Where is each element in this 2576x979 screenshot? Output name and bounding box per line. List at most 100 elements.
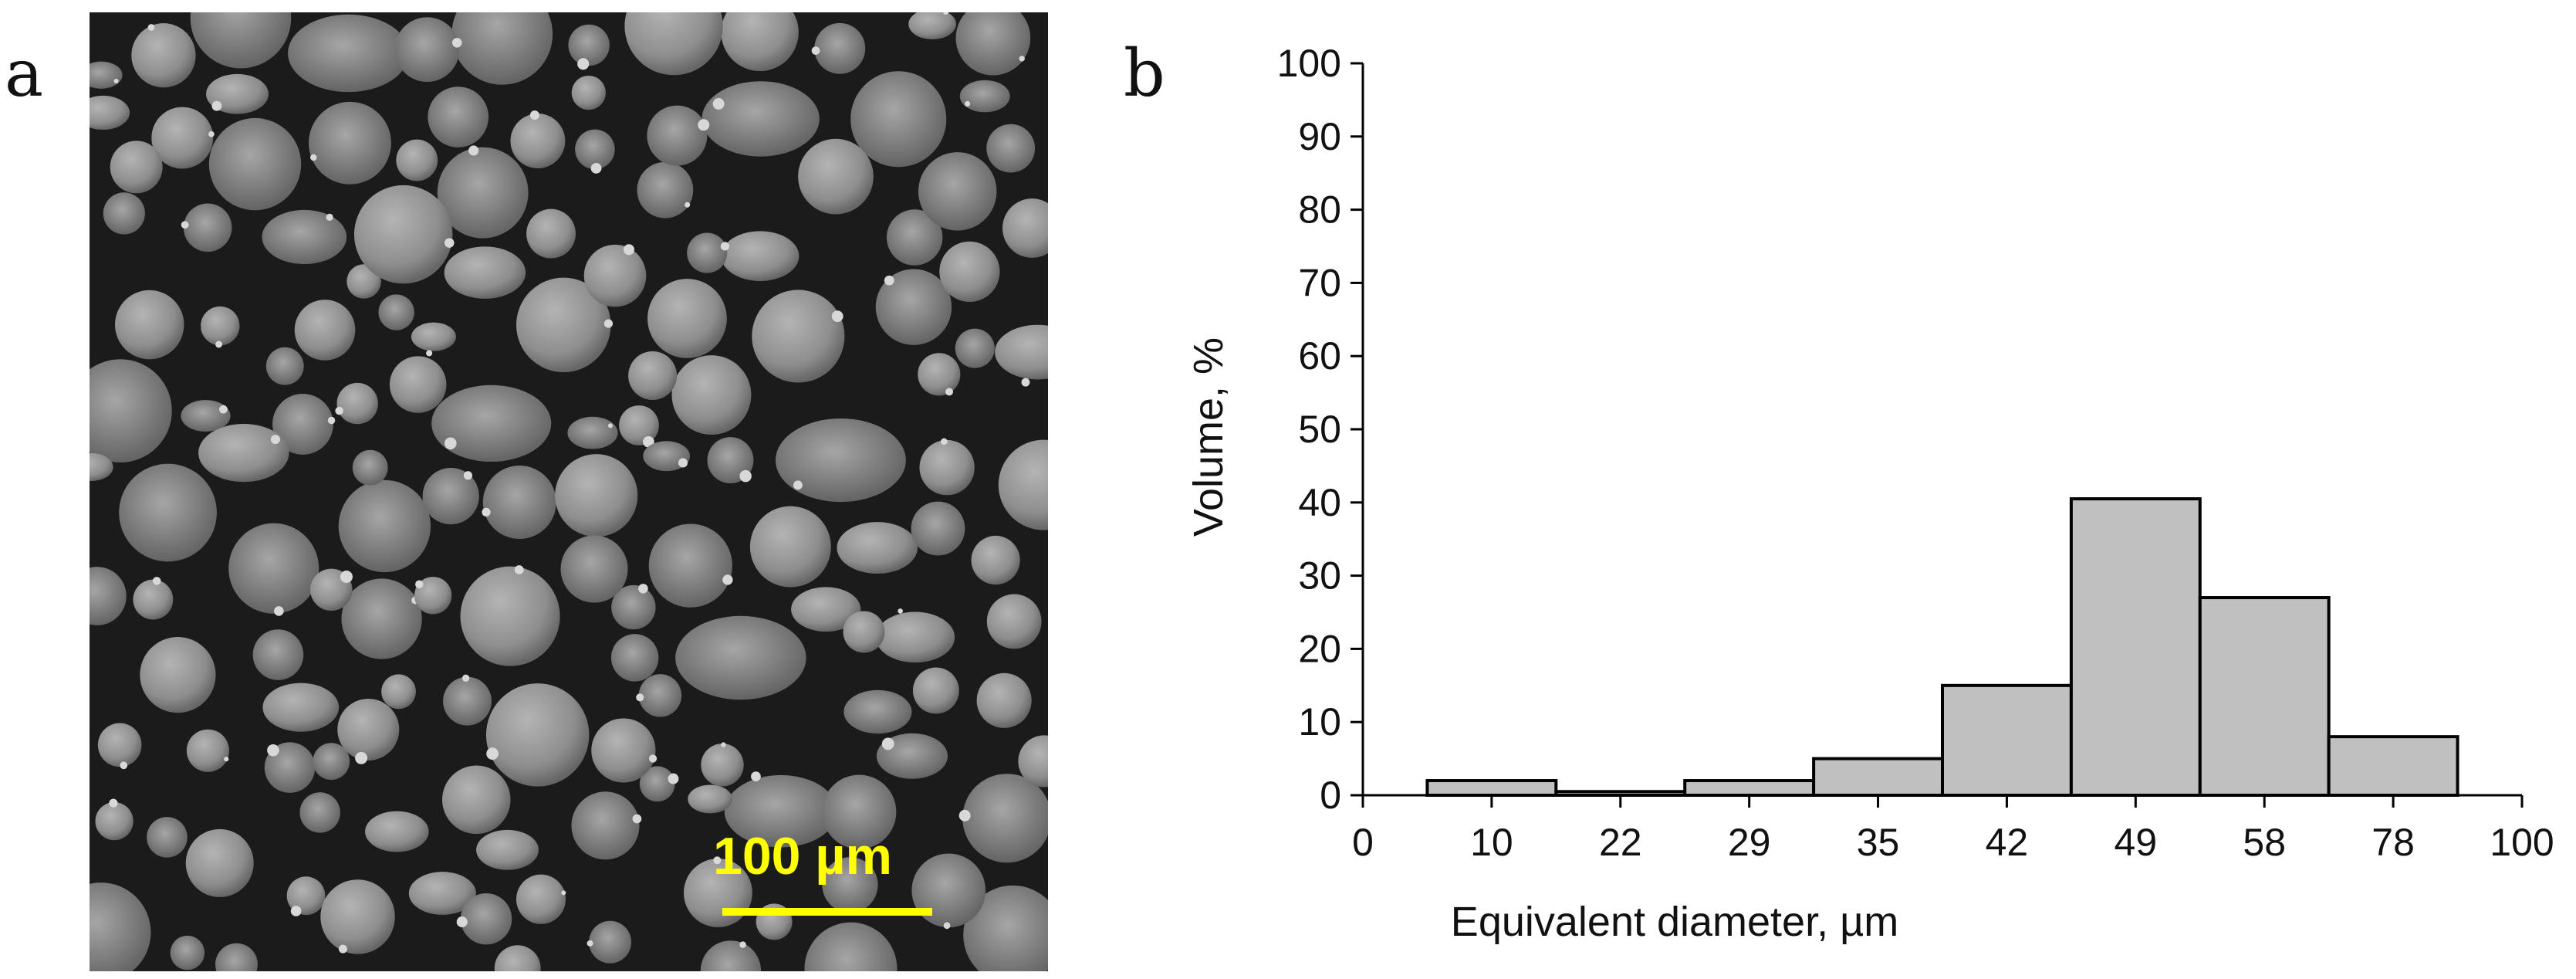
- satellite-particle: [270, 435, 280, 445]
- particle: [365, 811, 429, 852]
- particle: [389, 356, 447, 413]
- satellite-particle: [603, 319, 614, 328]
- particle: [516, 277, 611, 373]
- particle: [589, 920, 632, 964]
- particle: [610, 634, 659, 682]
- particle: [624, 12, 723, 76]
- particle: [752, 290, 845, 383]
- particle: [724, 774, 837, 848]
- satellite-particle: [668, 773, 679, 784]
- satellite-particle: [739, 941, 746, 948]
- satellite-particle: [648, 754, 658, 763]
- particle: [721, 231, 800, 281]
- satellite-particle: [415, 580, 424, 588]
- particle: [114, 290, 184, 360]
- particle: [422, 467, 479, 525]
- particle: [441, 765, 511, 835]
- satellite-particle: [267, 744, 279, 757]
- satellite-particle: [468, 145, 479, 156]
- bar-49: [2069, 497, 2202, 797]
- satellite-particle: [355, 751, 368, 764]
- y-axis-title: Volume, %: [1185, 337, 1232, 537]
- satellite-particle: [426, 350, 433, 357]
- satellite-particle: [340, 571, 353, 583]
- satellite-particle: [120, 761, 128, 770]
- satellite-particle: [224, 757, 229, 762]
- particle: [822, 857, 878, 913]
- satellite-particle: [109, 798, 118, 808]
- x-tick-label: 100: [2490, 821, 2554, 864]
- particle: [611, 584, 656, 630]
- y-tick-label: 40: [1298, 481, 1341, 524]
- satellite-particle: [335, 406, 343, 415]
- particle: [299, 792, 340, 833]
- y-tick-label: 10: [1298, 700, 1341, 744]
- particle: [494, 945, 541, 971]
- particle: [186, 729, 230, 772]
- particle: [701, 744, 744, 787]
- satellite-particle: [514, 565, 524, 574]
- x-tick-label: 78: [2371, 821, 2415, 864]
- particle: [265, 347, 304, 385]
- particle: [919, 439, 975, 496]
- particle: [190, 12, 292, 69]
- particle: [804, 922, 898, 971]
- panel-label-b: b: [1124, 36, 1165, 111]
- particle: [140, 637, 216, 713]
- particle: [264, 742, 316, 793]
- satellite-particle: [623, 244, 634, 256]
- particle: [352, 449, 388, 486]
- x-tick-label: 22: [1599, 821, 1642, 864]
- scale-bar: [722, 908, 932, 916]
- satellite-particle: [685, 202, 691, 208]
- particle: [451, 12, 553, 85]
- particle: [347, 264, 381, 299]
- satellite-particle: [721, 742, 726, 747]
- satellite-particle: [881, 737, 894, 750]
- particle: [147, 817, 188, 858]
- satellite-particle: [529, 110, 539, 120]
- particle: [394, 17, 460, 83]
- particle: [103, 192, 145, 235]
- satellite-particle: [638, 584, 648, 594]
- powder-particles: [90, 12, 1048, 971]
- satellite-particle: [147, 24, 155, 31]
- particle: [875, 269, 952, 345]
- bars: [1425, 497, 2459, 798]
- satellite-particle: [461, 674, 470, 682]
- satellite-particle: [215, 340, 223, 348]
- particle: [583, 244, 647, 307]
- satellite-particle: [444, 238, 455, 248]
- particle: [201, 306, 240, 346]
- bar-35: [1812, 757, 1944, 797]
- x-tick-label: 10: [1470, 821, 1513, 864]
- satellite-particle: [463, 471, 473, 480]
- particle: [911, 501, 965, 556]
- satellite-particle: [219, 405, 228, 414]
- y-tick-label: 60: [1298, 334, 1341, 378]
- satellite-particle: [486, 747, 499, 761]
- particle: [939, 241, 1000, 303]
- particle: [272, 394, 333, 455]
- particle: [918, 353, 961, 396]
- particle: [119, 463, 217, 562]
- satellite-particle: [636, 693, 644, 702]
- satellite-particle: [713, 856, 722, 865]
- y-tick-label: 100: [1277, 42, 1341, 85]
- particle: [637, 161, 694, 218]
- particle: [886, 209, 943, 266]
- particle: [444, 246, 526, 299]
- particle: [571, 791, 640, 860]
- particle: [336, 382, 378, 425]
- satellite-particle: [712, 98, 725, 110]
- satellite-particle: [587, 940, 593, 947]
- particle: [198, 424, 289, 483]
- particle: [288, 14, 409, 93]
- particle: [90, 95, 130, 130]
- satellite-particle: [451, 38, 462, 48]
- satellite-particle: [698, 119, 710, 131]
- satellite-particle: [274, 606, 284, 616]
- particle: [262, 209, 347, 265]
- x-tick-label: 0: [1352, 821, 1374, 864]
- particle: [912, 667, 959, 714]
